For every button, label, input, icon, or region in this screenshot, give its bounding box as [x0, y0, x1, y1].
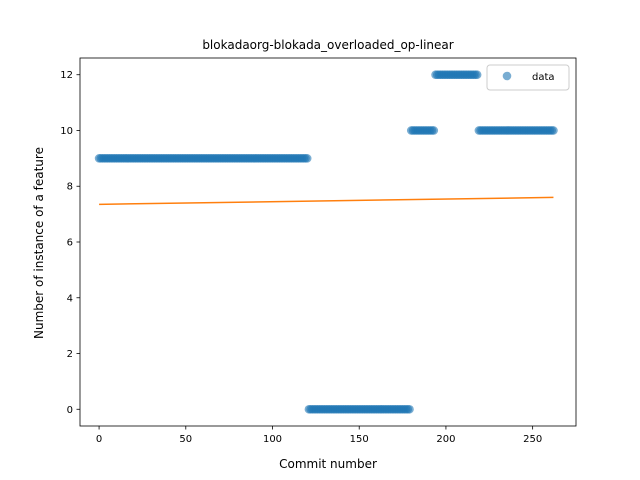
data-point: [549, 126, 558, 135]
data-point: [302, 154, 312, 163]
data-point: [405, 404, 414, 414]
axes: 0 50 100 150 200 250 0 2 4 6 8 10 12: [60, 57, 577, 445]
legend-label: data: [532, 72, 555, 83]
y-tick-label: 2: [67, 349, 73, 360]
plot-area: [94, 70, 558, 414]
y-tick-label: 0: [67, 405, 73, 416]
legend: data: [486, 64, 570, 91]
x-axis-label: Commit number: [279, 457, 377, 471]
data-point: [472, 70, 482, 80]
fit-line: [99, 196, 554, 206]
y-tick-label: 10: [60, 126, 73, 137]
data-point: [429, 126, 439, 135]
legend-marker: [502, 71, 512, 81]
y-tick-label: 12: [60, 70, 73, 81]
x-tick-label: 0: [96, 434, 102, 445]
y-tick-label: 8: [67, 182, 73, 193]
x-tick-label: 50: [179, 434, 192, 445]
x-tick-label: 150: [350, 434, 369, 445]
legend-box: [486, 64, 570, 91]
y-tick-label: 6: [67, 238, 73, 249]
y-tick-label: 4: [67, 293, 73, 304]
y-axis-label: Number of instance of a feature: [32, 147, 46, 339]
chart-title: blokadaorg-blokada_overloaded_op-linear: [202, 38, 453, 52]
x-tick-label: 100: [263, 434, 282, 445]
x-tick-label: 250: [523, 434, 542, 445]
x-tick-label: 200: [436, 434, 455, 445]
